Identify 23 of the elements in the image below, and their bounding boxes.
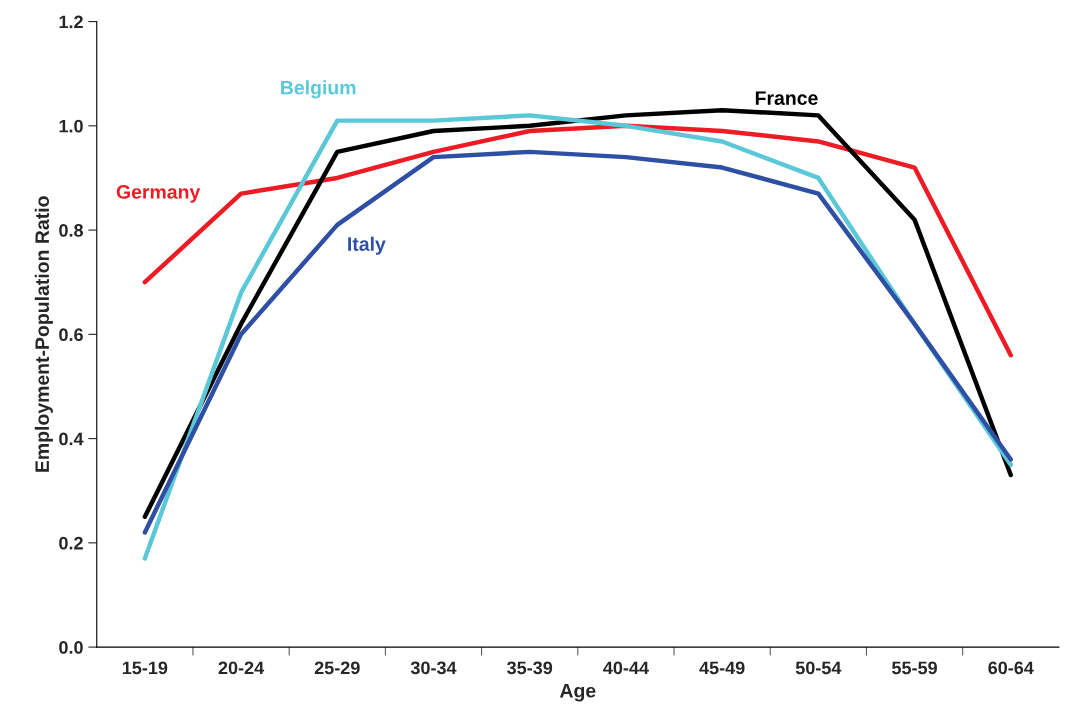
series-label: France	[755, 91, 818, 105]
x-tick-label: 50-54	[795, 661, 842, 675]
x-tick-label: 35-39	[507, 661, 553, 675]
x-axis-title: Age	[559, 684, 596, 702]
y-tick-label: 0.6	[59, 328, 83, 342]
x-tick-label: 20-24	[218, 661, 265, 675]
y-tick-label: 0.4	[59, 432, 84, 446]
series-label: Germany	[116, 185, 201, 203]
series-label: Italy	[348, 236, 386, 255]
series-label: Belgium	[281, 80, 356, 99]
y-tick-label: 1.0	[59, 119, 83, 133]
y-axis-title: Employment-Population Ratio	[34, 196, 53, 472]
y-tick-label: 1.2	[59, 15, 83, 29]
y-tick-label: 0.2	[59, 536, 83, 550]
y-tick-label: 0.0	[59, 641, 83, 654]
x-tick-label: 60-64	[988, 661, 1034, 675]
x-tick-label: 45-49	[699, 661, 745, 675]
y-tick-label: 0.8	[59, 224, 83, 237]
x-tick-label: 30-34	[410, 661, 457, 675]
x-tick-label: 40-44	[603, 661, 649, 675]
x-tick-label: 25-29	[314, 661, 360, 675]
x-tick-label: 55-59	[892, 661, 937, 675]
x-tick-label: 15-19	[122, 661, 168, 675]
